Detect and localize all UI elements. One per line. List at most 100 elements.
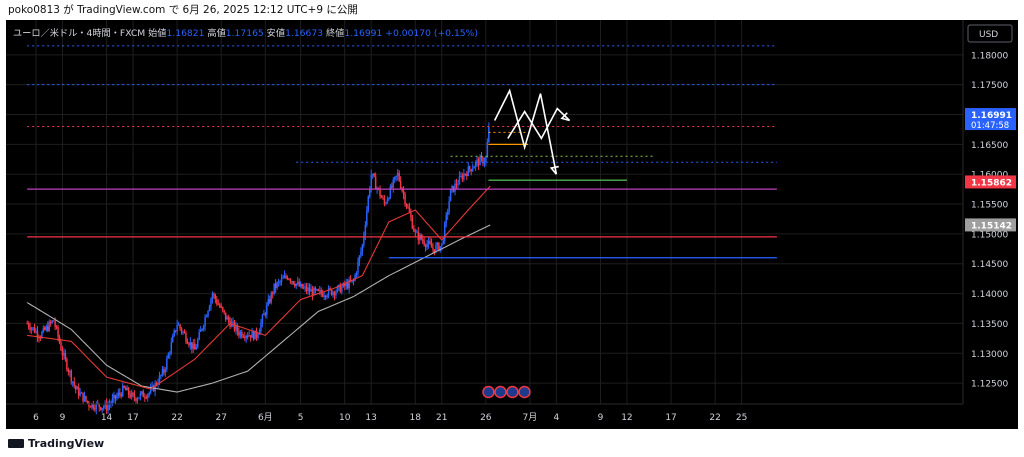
candle-body	[466, 174, 468, 176]
symbol-info-part: 終値	[323, 27, 344, 39]
candle-body	[313, 287, 315, 296]
candle-body	[216, 299, 218, 304]
forecast-path-secondary-arrowhead	[560, 112, 570, 122]
candle-body	[279, 281, 281, 283]
candle-body	[160, 374, 162, 376]
candle-body	[199, 329, 202, 332]
candle-body	[357, 261, 359, 273]
candle-body	[486, 142, 489, 158]
candle-body	[47, 326, 49, 331]
candle-body	[27, 323, 30, 328]
candle-body	[295, 283, 297, 287]
candle-body	[319, 290, 321, 292]
chart-background	[6, 20, 1018, 429]
candle-body	[117, 392, 120, 397]
candle-body	[205, 316, 208, 318]
candle-body	[55, 326, 58, 328]
candle-body	[414, 231, 417, 233]
candle-body	[335, 291, 337, 296]
candle-body	[44, 327, 46, 330]
economic-event-icon[interactable]	[518, 385, 531, 399]
candle-body	[289, 279, 292, 282]
economic-event-icon[interactable]	[506, 385, 519, 399]
price-tag-value: 1.15862	[971, 178, 1012, 188]
candle-body	[373, 173, 375, 177]
candle-body	[176, 324, 178, 331]
candle-body	[33, 327, 36, 333]
y-tick-label: 1.13500	[971, 320, 1008, 330]
candle-body	[52, 320, 55, 322]
candle-body	[102, 407, 105, 409]
candle-body	[463, 173, 465, 180]
tradingview-logo-icon	[8, 439, 24, 448]
candle-body	[482, 157, 484, 164]
tradingview-logo[interactable]: TradingView	[8, 437, 104, 450]
candle-body	[382, 197, 384, 199]
candle-body	[173, 330, 175, 336]
candle-body	[396, 172, 399, 176]
candle-body	[45, 326, 48, 330]
candle-body	[310, 289, 312, 292]
candle-body	[73, 381, 75, 386]
forecast-path-secondary[interactable]	[507, 107, 571, 141]
candle-body	[130, 392, 133, 398]
candle-body	[269, 299, 271, 303]
candle-body	[374, 176, 377, 189]
candle-body	[51, 320, 53, 323]
forecast-path-primary[interactable]	[493, 88, 558, 175]
candle-body	[244, 336, 246, 338]
candle-body	[364, 225, 367, 236]
candle-body	[355, 272, 358, 275]
price-tag-value: 1.16991	[971, 111, 1012, 121]
candle-body	[376, 187, 378, 189]
candle-body	[299, 283, 302, 287]
candle-body	[464, 173, 467, 175]
candle-body	[214, 294, 217, 300]
y-tick-label: 1.13000	[971, 350, 1008, 360]
x-tick-label: 18	[410, 413, 422, 423]
candle-body	[39, 337, 42, 339]
currency-button[interactable]	[967, 24, 1013, 43]
candle-body	[436, 243, 439, 246]
candle-body	[311, 289, 314, 296]
candle-body	[158, 375, 161, 384]
candle-body	[273, 283, 275, 294]
chart-panel[interactable]: 1.180001.175001.170001.165001.160001.155…	[6, 20, 1018, 429]
economic-event-icon[interactable]	[494, 385, 507, 399]
candle-body	[223, 310, 225, 313]
candle-body	[170, 342, 173, 354]
candle-body	[439, 246, 442, 251]
candle-body	[392, 179, 395, 188]
candle-body	[146, 394, 149, 398]
candle-body	[341, 286, 343, 293]
candle-body	[348, 279, 350, 289]
candle-body	[377, 187, 380, 189]
candle-body	[257, 334, 259, 338]
candle-body	[395, 175, 397, 177]
candle-body	[86, 400, 89, 403]
candle-body	[67, 369, 70, 372]
x-tick-label: 10	[339, 413, 351, 423]
candle-body	[194, 343, 196, 350]
candle-body	[398, 172, 400, 181]
price-chart[interactable]: 1.180001.175001.170001.165001.160001.155…	[6, 20, 1018, 429]
symbol-info-part: ユーロ／米ドル・4時間・FXCM	[13, 27, 145, 39]
candle-body	[111, 398, 114, 404]
candle-body	[446, 211, 449, 215]
candle-body	[101, 408, 103, 410]
candle-body	[344, 282, 346, 286]
candle-body	[323, 295, 325, 297]
candle-body	[405, 203, 408, 207]
economic-event-icon[interactable]	[482, 385, 495, 399]
candle-body	[294, 284, 296, 287]
candle-body	[104, 403, 106, 408]
candle-body	[83, 395, 86, 402]
candle-body	[202, 325, 205, 329]
candle-body	[154, 383, 156, 392]
candle-body	[461, 175, 464, 180]
candle-body	[246, 335, 249, 337]
x-tick-label: 26	[480, 413, 492, 423]
candle-body	[196, 339, 199, 348]
x-tick-label: 9	[598, 413, 604, 423]
candle-body	[477, 159, 480, 166]
